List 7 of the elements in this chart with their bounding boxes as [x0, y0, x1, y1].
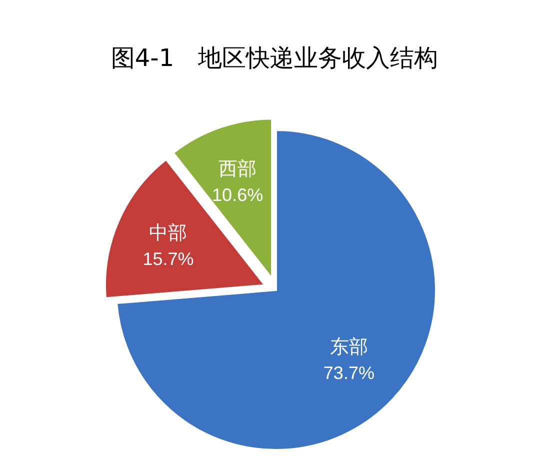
chart-title: 图4-1 地区快递业务收入结构	[110, 44, 438, 72]
slice-label: 西部	[218, 158, 257, 180]
data-label: 15.7%	[142, 248, 194, 269]
data-label: 73.7%	[323, 363, 374, 384]
slice-label: 东部	[330, 336, 368, 358]
slice-label: 中部	[149, 222, 188, 244]
data-label: 10.6%	[212, 184, 264, 205]
